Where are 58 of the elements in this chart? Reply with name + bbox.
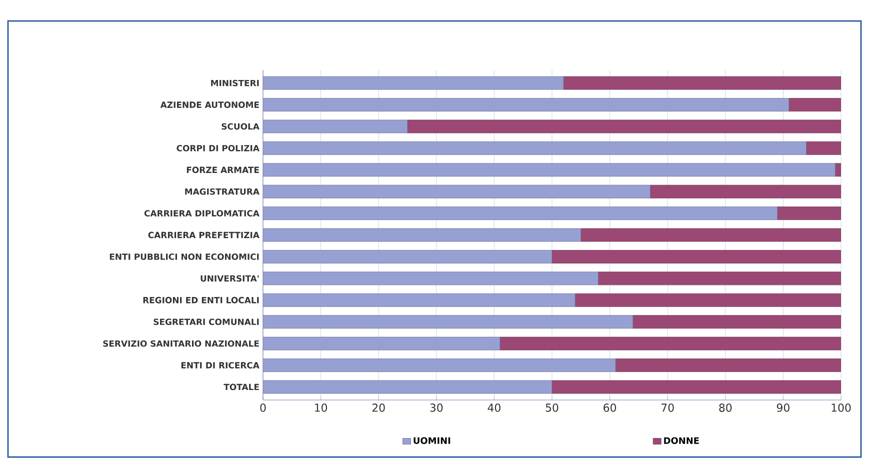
- bar: [650, 184, 842, 198]
- y-tick-label: SCUOLA: [222, 123, 260, 130]
- y-tick-label: AZIENDE AUTONOME: [160, 102, 259, 108]
- bar: [552, 380, 842, 394]
- bar: [263, 272, 598, 286]
- x-tick-label: 90: [776, 404, 790, 412]
- x-tick-label: 40: [488, 404, 500, 412]
- bar: [563, 76, 842, 90]
- bar: [263, 293, 576, 307]
- bar: [580, 228, 842, 242]
- bar: [835, 163, 842, 177]
- y-tick-label: ENTI DI RICERCA: [181, 362, 260, 368]
- bar: [574, 293, 842, 307]
- bar: [263, 250, 552, 264]
- y-tick-label: CARRIERA PREFETTIZIA: [148, 232, 260, 238]
- y-tick-label: UNIVERSITA': [200, 275, 259, 282]
- bar: [615, 358, 842, 372]
- bar: [806, 141, 842, 155]
- bar: [263, 76, 564, 90]
- y-tick-label: MAGISTRATURA: [185, 188, 260, 195]
- bar: [263, 380, 552, 394]
- x-tick-label: 10: [315, 404, 328, 412]
- y-tick-label: SERVIZIO SANITARIO NAZIONALE: [103, 340, 259, 347]
- y-tick-label: CARRIERA DIPLOMATICA: [144, 210, 260, 216]
- bar: [263, 98, 790, 112]
- bar: [632, 315, 842, 329]
- x-tick-label: 0: [260, 404, 266, 412]
- bar: [263, 163, 836, 177]
- bar: [263, 358, 616, 372]
- x-tick-label: 20: [372, 404, 385, 412]
- bar: [407, 120, 842, 134]
- bar: [788, 98, 842, 112]
- y-tick-label: FORZE ARMATE: [186, 166, 259, 174]
- x-tick-label: 80: [719, 404, 732, 412]
- bar: [263, 141, 807, 155]
- bar: [598, 272, 842, 286]
- bar: [552, 250, 842, 264]
- bar: [263, 184, 650, 198]
- bar: [263, 228, 582, 242]
- y-tick-label: MINISTERI: [211, 80, 259, 86]
- bar: [263, 336, 500, 350]
- x-tick-label: 50: [546, 404, 558, 412]
- y-tick-label: ENTI PUBBLICI NON ECONOMICI: [110, 254, 259, 260]
- bar: [263, 206, 778, 220]
- bar: [263, 315, 634, 329]
- x-tick-label: 100: [832, 404, 851, 412]
- y-tick-label: REGIONI ED ENTI LOCALI: [143, 296, 259, 304]
- y-tick-label: SEGRETARI COMUNALI: [154, 318, 259, 326]
- x-tick-label: 70: [662, 404, 674, 412]
- legend-label: UOMINI: [414, 437, 450, 444]
- bar: [777, 206, 842, 220]
- x-tick-label: 60: [604, 404, 616, 412]
- x-tick-label: 30: [430, 404, 443, 412]
- y-tick-label: CORPI DI POLIZIA: [176, 144, 260, 152]
- legend-label: DONNE: [664, 437, 699, 444]
- bar: [263, 120, 408, 134]
- bar: [500, 336, 842, 350]
- y-tick-label: TOTALE: [224, 384, 259, 390]
